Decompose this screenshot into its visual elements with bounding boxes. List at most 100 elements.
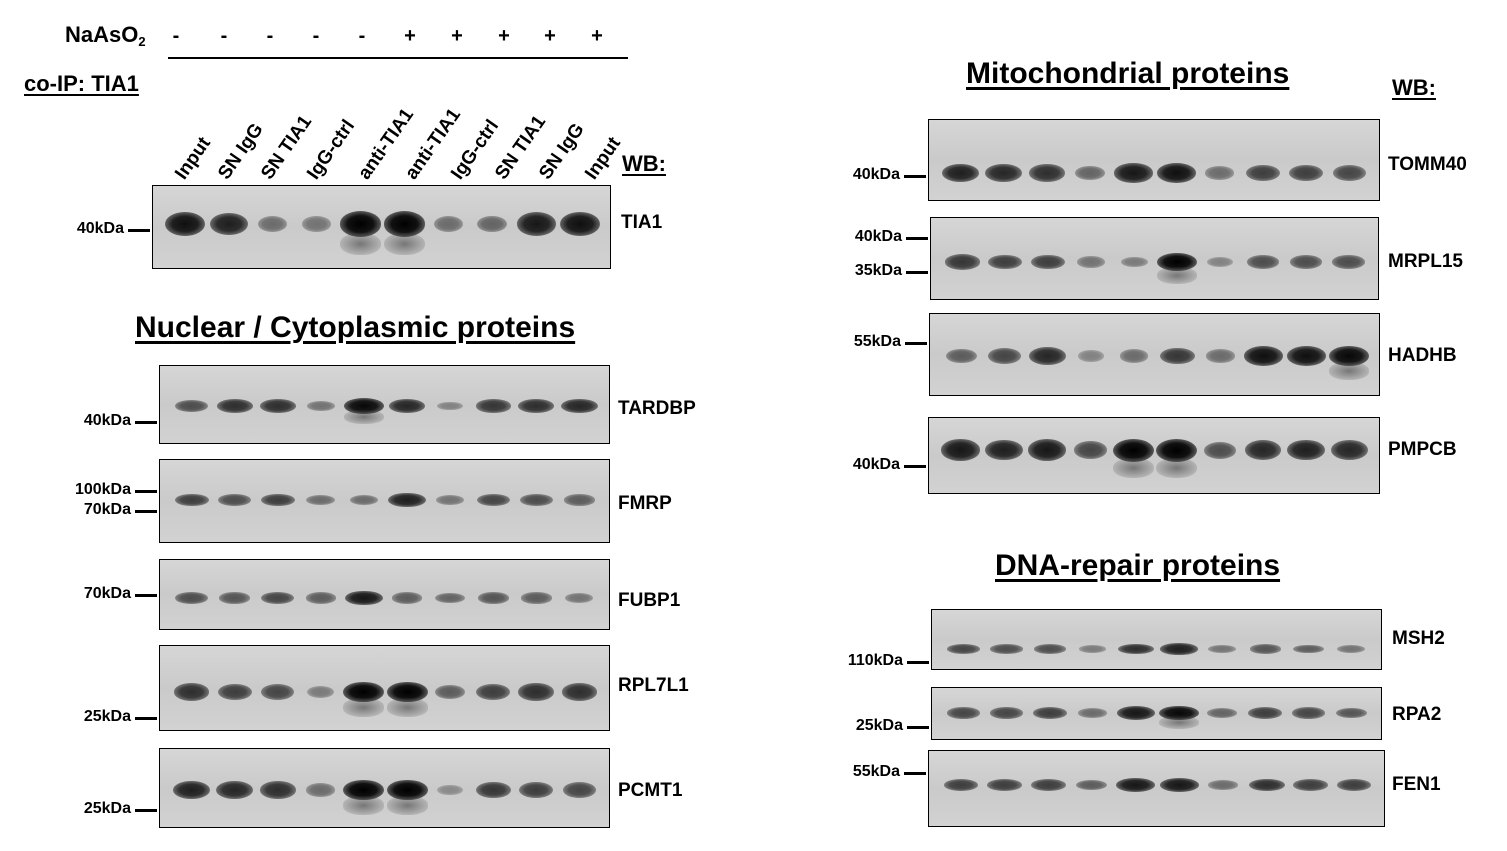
protein-band	[437, 784, 463, 796]
protein-band	[941, 439, 980, 461]
marker-tick	[135, 809, 157, 812]
protein-band	[476, 493, 510, 507]
blot-mrpl15	[930, 217, 1379, 300]
protein-band	[174, 493, 209, 507]
marker-tick	[907, 726, 929, 729]
marker-label: 25kDa	[83, 708, 131, 725]
protein-band	[433, 215, 464, 233]
marker-label: 40kDa	[852, 166, 900, 183]
marker-label: 35kDa	[854, 262, 902, 279]
protein-band	[259, 781, 296, 799]
protein-band	[1156, 163, 1197, 183]
protein-band	[562, 782, 597, 798]
protein-label: HADHB	[1388, 345, 1457, 366]
treatment-sign: +	[451, 25, 463, 47]
protein-band	[1031, 254, 1066, 270]
protein-band	[1244, 440, 1282, 460]
protein-band	[1030, 779, 1066, 791]
protein-band	[1293, 779, 1328, 791]
protein-band	[1118, 643, 1154, 655]
protein-band	[1114, 163, 1153, 183]
protein-band	[1332, 165, 1367, 181]
protein-band	[1248, 707, 1283, 719]
band-smear	[386, 796, 428, 815]
marker-label: 55kDa	[852, 763, 900, 780]
protein-band	[1077, 350, 1104, 362]
protein-band	[344, 590, 384, 606]
protein-band	[1332, 255, 1365, 269]
protein-band	[1207, 708, 1237, 718]
protein-band	[307, 685, 335, 699]
blot-fubp1	[159, 559, 610, 630]
protein-band	[1289, 255, 1322, 269]
protein-band	[561, 683, 598, 701]
protein-band	[565, 593, 594, 603]
protein-band	[1206, 256, 1233, 268]
protein-band	[988, 348, 1022, 364]
protein-band	[1289, 164, 1324, 182]
protein-band	[259, 399, 296, 413]
marker-label: 110kDa	[847, 652, 903, 669]
protein-band	[1077, 256, 1106, 268]
protein-band	[1246, 255, 1279, 269]
protein-band	[946, 348, 977, 364]
protein-band	[1079, 645, 1107, 653]
protein-band	[1287, 439, 1325, 461]
protein-band	[339, 211, 382, 237]
protein-band	[258, 215, 288, 233]
section-title-mitochondrial: Mitochondrial proteins	[966, 57, 1290, 90]
blot-tardbp	[159, 365, 610, 444]
protein-band	[518, 683, 555, 701]
protein-band	[1336, 779, 1372, 791]
protein-band	[941, 163, 980, 183]
marker-label: 40kDa	[854, 228, 902, 245]
protein-band	[1159, 347, 1195, 365]
protein-band	[520, 494, 553, 506]
protein-band	[521, 592, 552, 604]
protein-band	[1112, 438, 1154, 462]
protein-label: PMPCB	[1388, 439, 1457, 460]
protein-label: PCMT1	[618, 780, 683, 801]
band-smear	[339, 232, 382, 256]
protein-band	[1156, 252, 1198, 272]
protein-band	[519, 781, 554, 799]
protein-band	[560, 212, 600, 236]
protein-band	[1073, 441, 1107, 459]
band-smear	[386, 698, 428, 717]
marker-tick	[904, 175, 926, 178]
protein-label: TARDBP	[618, 398, 696, 419]
band-smear	[1156, 267, 1198, 284]
marker-tick	[135, 510, 157, 513]
protein-label: TOMM40	[1388, 154, 1467, 175]
protein-band	[1205, 166, 1235, 180]
marker-label: 25kDa	[83, 800, 131, 817]
protein-band	[164, 212, 205, 236]
protein-band	[173, 683, 210, 701]
protein-band	[1208, 645, 1237, 653]
section-title-dna-repair: DNA-repair proteins	[995, 549, 1281, 582]
blot-tia1	[152, 185, 611, 269]
marker-tick	[128, 229, 150, 232]
marker-label: 70kDa	[83, 585, 131, 602]
protein-label: TIA1	[621, 212, 663, 233]
protein-band	[985, 164, 1023, 182]
marker-tick	[905, 342, 927, 345]
protein-band	[1119, 349, 1149, 363]
lane-label: Input	[581, 133, 626, 184]
protein-band	[383, 211, 426, 237]
treatment-sign: -	[312, 25, 320, 47]
marker-label: 25kDa	[855, 717, 903, 734]
treatment-label: NaAsO2	[65, 22, 146, 49]
protein-band	[306, 494, 336, 506]
wb-label-left: WB:	[622, 151, 666, 176]
protein-band	[1203, 441, 1236, 459]
protein-band	[561, 399, 598, 413]
marker-label: 40kDa	[76, 220, 124, 237]
protein-label: MRPL15	[1388, 251, 1463, 272]
blot-msh2	[931, 609, 1382, 670]
protein-band	[391, 592, 423, 604]
protein-label: FEN1	[1392, 774, 1441, 795]
lane-label: Input	[171, 133, 216, 184]
marker-label: 40kDa	[852, 456, 900, 473]
protein-band	[1286, 346, 1326, 366]
